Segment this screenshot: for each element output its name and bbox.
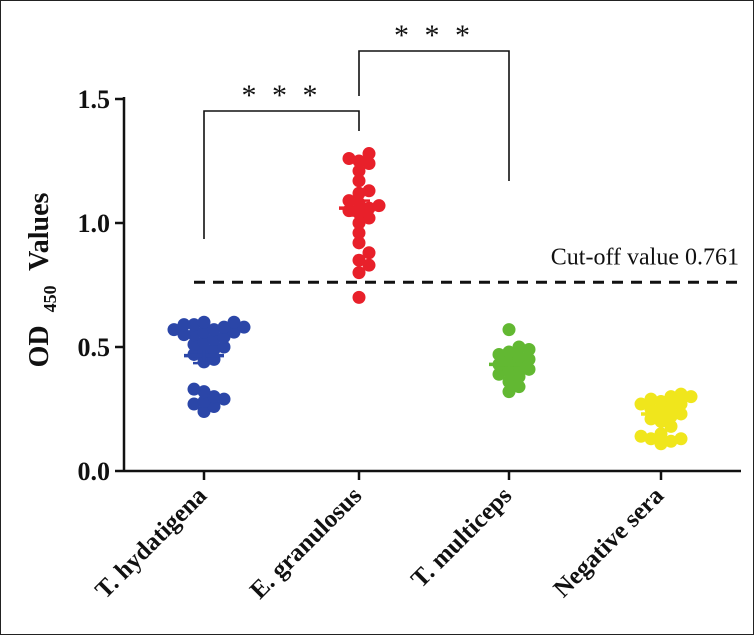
data-point <box>237 320 251 334</box>
axes: 0.0 0.5 1.0 1.5 T. hydatigena E. granulosus T.… <box>78 85 741 604</box>
data-point <box>492 347 506 361</box>
y-tick-label: 0.5 <box>78 333 111 362</box>
data-point <box>217 392 231 406</box>
data-point <box>352 253 366 267</box>
data-point <box>654 437 668 451</box>
y-tick-label: 0.0 <box>78 457 111 486</box>
data-point <box>197 404 211 418</box>
significance-bracket <box>203 110 360 239</box>
data-point <box>352 290 366 304</box>
data-point <box>502 345 516 359</box>
data-point <box>512 370 526 384</box>
significance-brackets: * * * * * * <box>203 19 510 239</box>
data-point <box>217 340 231 354</box>
data-point <box>177 328 191 342</box>
data-point <box>187 382 201 396</box>
data-point <box>217 320 231 334</box>
y-tick-label: 1.0 <box>78 209 111 238</box>
data-point <box>352 174 366 188</box>
y-tick-label: 1.5 <box>78 85 111 114</box>
data-point <box>227 325 241 339</box>
data-point <box>352 186 366 200</box>
data-point <box>177 318 191 332</box>
data-point <box>227 315 241 329</box>
data-point <box>644 432 658 446</box>
significance-bracket <box>358 50 510 181</box>
data-point <box>362 258 376 272</box>
data-point <box>197 325 211 339</box>
data-point <box>502 375 516 389</box>
x-tick-label: E. granulosus <box>245 482 367 604</box>
data-point <box>654 427 668 441</box>
y-axis-label-rest: Values <box>24 192 55 270</box>
data-point <box>197 335 211 349</box>
data-point <box>674 397 688 411</box>
data-point <box>664 390 678 404</box>
data-point <box>362 147 376 161</box>
data-point <box>167 323 181 337</box>
data-point <box>207 323 221 337</box>
data-point <box>352 226 366 240</box>
mean-sem-bars <box>184 199 681 419</box>
data-point <box>362 184 376 198</box>
data-point <box>352 154 366 168</box>
y-axis-label: OD 450 Values <box>24 192 63 367</box>
significance-label: * * * <box>394 19 474 52</box>
data-point <box>352 216 366 230</box>
data-point <box>217 330 231 344</box>
data-point <box>187 318 201 332</box>
data-point <box>492 367 506 381</box>
data-point <box>634 397 648 411</box>
x-tick-label: T. hydatigena <box>90 482 212 604</box>
data-point <box>352 164 366 178</box>
cutoff-group: Cut-off value 0.761 <box>194 244 741 284</box>
x-tick-label: Negative sera <box>549 482 670 603</box>
data-point <box>502 323 516 337</box>
data-points <box>167 147 698 451</box>
data-point <box>512 340 526 354</box>
data-point <box>684 390 698 404</box>
data-point <box>664 434 678 448</box>
data-point <box>654 395 668 409</box>
data-point <box>187 328 201 342</box>
data-point <box>512 380 526 394</box>
data-point <box>352 236 366 250</box>
data-point <box>362 246 376 260</box>
data-point <box>362 156 376 170</box>
data-point <box>342 152 356 166</box>
y-axis-label-main: OD <box>24 325 55 367</box>
data-point <box>664 419 678 433</box>
data-point <box>207 400 221 414</box>
data-point <box>187 397 201 411</box>
data-point <box>197 385 211 399</box>
x-tick-label: T. multiceps <box>406 482 517 593</box>
data-point <box>502 385 516 399</box>
data-point <box>674 432 688 446</box>
significance-label: * * * <box>242 79 322 112</box>
data-point <box>644 392 658 406</box>
data-point <box>372 199 386 213</box>
y-axis-label-subscript: 450 <box>40 285 60 312</box>
data-point <box>674 387 688 401</box>
data-point <box>352 266 366 280</box>
data-point <box>522 342 536 356</box>
cutoff-label: Cut-off value 0.761 <box>551 244 739 270</box>
data-point <box>207 333 221 347</box>
data-point <box>197 315 211 329</box>
data-point <box>634 429 648 443</box>
data-point <box>207 390 221 404</box>
data-point <box>197 395 211 409</box>
